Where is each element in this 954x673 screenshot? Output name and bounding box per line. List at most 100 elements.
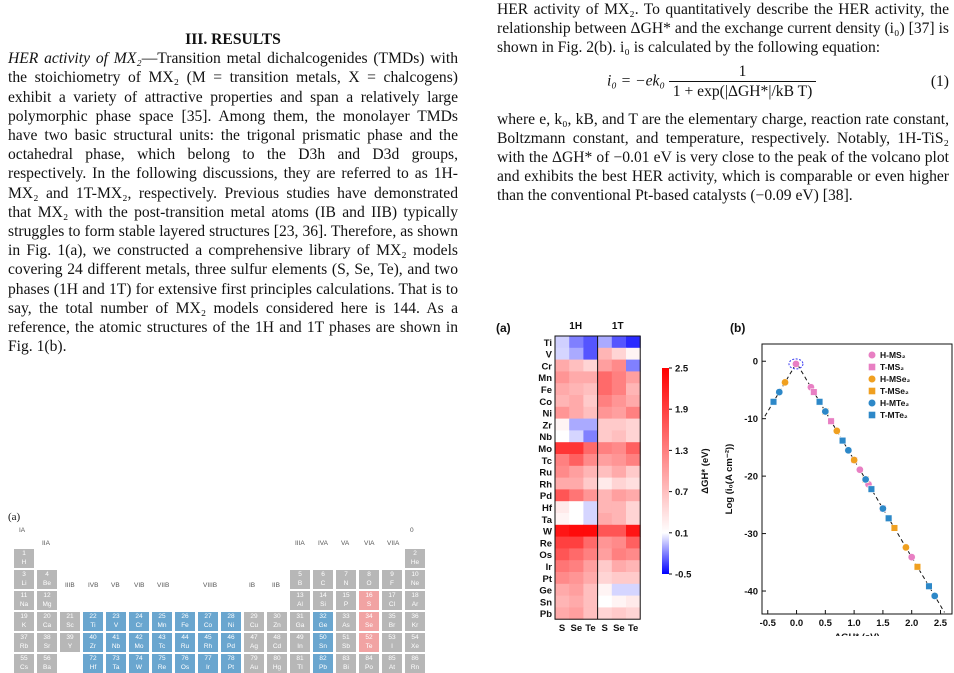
- atomic-number: 24: [135, 613, 143, 620]
- heatmap-cell: [583, 607, 599, 620]
- element-symbol: Sc: [66, 622, 74, 629]
- heatmap-cell: [611, 454, 627, 467]
- atomic-number: 81: [296, 655, 304, 662]
- heatmap-cell: [555, 489, 570, 502]
- element-symbol: Ta: [112, 664, 120, 671]
- element-cell-au: 79 Au: [244, 654, 264, 673]
- element-cell-nb: 41 Nb: [106, 633, 126, 652]
- element-symbol: Zr: [89, 643, 97, 650]
- atomic-number: 32: [319, 613, 327, 620]
- atomic-number: 30: [273, 613, 281, 620]
- legend-label: H-MSe₂: [880, 374, 910, 384]
- element-symbol: Tl: [297, 664, 303, 671]
- atomic-number: 13: [296, 592, 304, 599]
- paragraph-intro: HER activity of MX₂. To quantitatively d…: [497, 1, 949, 57]
- heatmap-cell: [611, 371, 627, 384]
- element-cell-pd: 46 Pd: [221, 633, 241, 652]
- heatmap-cell: [597, 395, 613, 408]
- atomic-number: 12: [43, 592, 51, 599]
- element-symbol: Xe: [411, 643, 419, 650]
- heatmap-cell: [569, 524, 584, 538]
- atomic-number: 52: [365, 634, 373, 641]
- heatmap-cell: [611, 607, 627, 620]
- atomic-number: 33: [342, 613, 350, 620]
- element-cell-na: 11 Na: [14, 591, 34, 610]
- element-cell-tl: 81 Tl: [290, 654, 310, 673]
- x-tick-label: 1.5: [876, 618, 890, 629]
- heatmap-cell: [626, 560, 641, 573]
- group-label: IVA: [318, 540, 328, 547]
- atomic-number: 5: [298, 571, 302, 578]
- legend-marker: [868, 351, 876, 359]
- group-label: IB: [249, 582, 256, 589]
- heatmap-cell: [555, 595, 570, 608]
- y-tick-label: -10: [744, 414, 758, 425]
- element-cell-rh: 45 Rh: [198, 633, 218, 652]
- element-cell-cd: 48 Cd: [267, 633, 287, 652]
- element-cell-p: 15 P: [336, 591, 356, 610]
- column-label: Te: [585, 623, 595, 634]
- heatmap-cell: [555, 418, 570, 431]
- element-cell-hg: 80 Hg: [267, 654, 287, 673]
- element-symbol: Br: [388, 622, 396, 629]
- element-cell-ba: 56 Ba: [37, 654, 57, 673]
- group-label: VIIIB: [203, 582, 218, 589]
- heatmap-cell: [597, 371, 613, 384]
- heatmap-cell: [583, 359, 599, 372]
- section-heading: III. RESULTS: [185, 31, 281, 48]
- element-symbol: Te: [365, 643, 373, 650]
- heatmap-cell: [597, 560, 613, 573]
- element-symbol: Ar: [411, 601, 419, 608]
- right-column: HER activity of MX₂. To quantitatively d…: [497, 0, 949, 206]
- atomic-number: 49: [296, 634, 304, 641]
- group-label: VIIB: [157, 582, 170, 589]
- heatmap-cell: [569, 548, 584, 561]
- element-symbol: Cs: [20, 664, 28, 671]
- element-symbol: Mg: [42, 601, 52, 608]
- atomic-number: 17: [388, 592, 396, 599]
- row-label: Sn: [540, 597, 552, 608]
- element-symbol: Tc: [158, 643, 166, 650]
- element-symbol: Ge: [318, 622, 328, 629]
- atomic-number: 84: [365, 655, 373, 662]
- legend-label: H-MTe₂: [880, 398, 909, 408]
- heatmap-cell: [611, 583, 627, 597]
- group-label: VIA: [364, 540, 375, 547]
- heatmap-cell: [626, 430, 641, 443]
- element-cell-co: 27 Co: [198, 612, 218, 631]
- heatmap-cell: [583, 583, 599, 597]
- heatmap-cell: [569, 607, 584, 620]
- element-cell-te: 52 Te: [359, 633, 379, 652]
- heatmap-cell: [583, 489, 599, 502]
- atomic-number: 3: [22, 571, 26, 578]
- heatmap-cell: [583, 477, 599, 490]
- heatmap-cell: [597, 406, 613, 420]
- atomic-number: 11: [20, 592, 28, 599]
- element-cell-pb: 82 Pb: [313, 654, 333, 673]
- heatmap-cell: [569, 583, 584, 597]
- atomic-number: 14: [319, 592, 327, 599]
- paragraph-body: —Transition metal dichalcogenides (TMDs)…: [8, 50, 458, 356]
- data-point: [930, 592, 939, 600]
- row-label: Pt: [543, 574, 553, 585]
- legend-marker: [868, 399, 876, 407]
- legend-marker: [868, 363, 876, 371]
- element-cell-v: 23 V: [106, 612, 126, 631]
- element-cell-ca: 20 Ca: [37, 612, 57, 631]
- atomic-number: 85: [388, 655, 396, 662]
- atomic-number: 1: [22, 550, 26, 557]
- equation-lhs: i₀ = −ek₀: [607, 71, 665, 89]
- element-cell-zn: 30 Zn: [267, 612, 287, 631]
- heatmap-cell: [555, 501, 570, 514]
- element-symbol: Fe: [181, 622, 189, 629]
- atomic-number: 2: [413, 550, 417, 557]
- heatmap-cell: [597, 336, 613, 349]
- element-cell-y: 39 Y: [60, 633, 80, 652]
- element-symbol: Ni: [227, 622, 235, 629]
- atomic-number: 8: [367, 571, 371, 578]
- element-symbol: Rb: [19, 643, 29, 650]
- heatmap-cell: [626, 406, 641, 420]
- row-label: Hf: [542, 503, 553, 514]
- heatmap-cell: [597, 347, 613, 361]
